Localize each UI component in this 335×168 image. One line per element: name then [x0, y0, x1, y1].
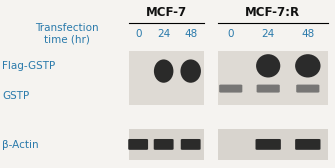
FancyBboxPatch shape	[181, 139, 201, 150]
Bar	[129, 51, 204, 105]
FancyBboxPatch shape	[128, 139, 148, 150]
Text: 48: 48	[301, 29, 315, 39]
Bar	[217, 129, 328, 160]
Text: 24: 24	[262, 29, 275, 39]
Bar	[129, 129, 204, 160]
Ellipse shape	[256, 54, 280, 77]
FancyBboxPatch shape	[257, 85, 280, 93]
Text: 24: 24	[157, 29, 170, 39]
FancyBboxPatch shape	[295, 139, 321, 150]
FancyBboxPatch shape	[219, 85, 242, 93]
Text: Flag-GSTP: Flag-GSTP	[2, 61, 56, 71]
FancyBboxPatch shape	[154, 139, 174, 150]
Text: 0: 0	[227, 29, 234, 39]
Text: MCF-7:R: MCF-7:R	[245, 6, 300, 19]
FancyBboxPatch shape	[296, 85, 319, 93]
FancyBboxPatch shape	[256, 139, 281, 150]
Text: 0: 0	[135, 29, 141, 39]
Text: MCF-7: MCF-7	[146, 6, 187, 19]
Text: Transfection
time (hr): Transfection time (hr)	[36, 23, 99, 45]
Ellipse shape	[181, 59, 201, 83]
Ellipse shape	[154, 59, 174, 83]
Text: 48: 48	[184, 29, 197, 39]
Bar	[217, 51, 328, 105]
Text: GSTP: GSTP	[2, 91, 29, 101]
Ellipse shape	[295, 54, 321, 77]
Text: β-Actin: β-Actin	[2, 140, 39, 150]
